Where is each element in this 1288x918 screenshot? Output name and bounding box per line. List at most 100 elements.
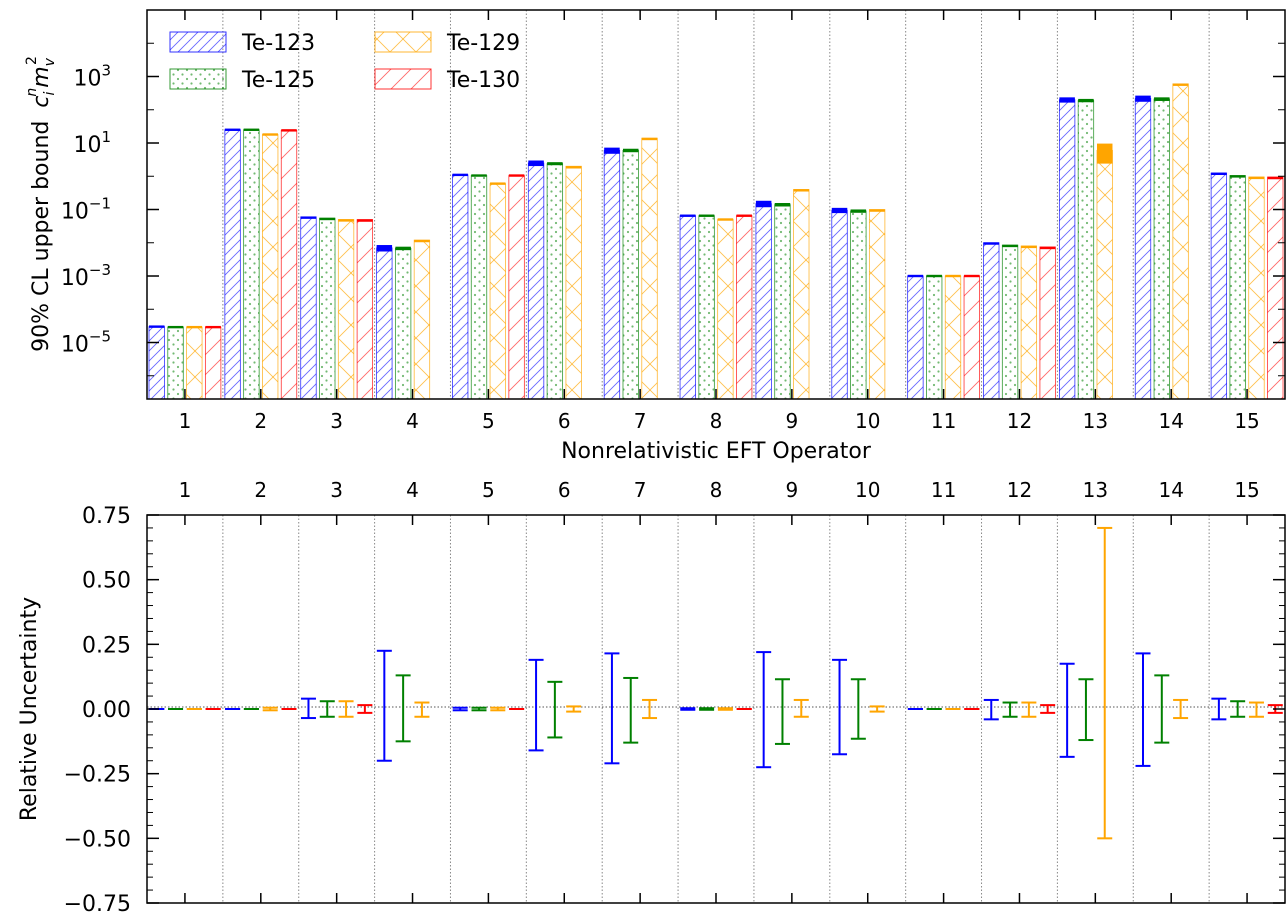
y-tick-label: 103 xyxy=(73,62,111,92)
error-bar-te-123 xyxy=(1059,662,1075,758)
error-bar-te-123 xyxy=(1135,652,1151,767)
bar-uncertainty-band-te-125 xyxy=(698,214,715,217)
x-tick-label: 8 xyxy=(710,478,723,502)
bar-te-129 xyxy=(1172,83,1189,400)
bar-uncertainty-band-te-125 xyxy=(1078,98,1094,103)
x-tick-label: 11 xyxy=(931,478,956,502)
y-tick-label-exponent: −1 xyxy=(89,195,111,213)
y-tick-label: 0.75 xyxy=(82,504,131,529)
x-tick-label: 13 xyxy=(1083,409,1108,433)
bar-uncertainty-band-te-129 xyxy=(641,137,658,141)
bar-te-123 xyxy=(907,275,924,400)
error-bar-te-125 xyxy=(319,700,335,718)
bar-uncertainty-band-te-125 xyxy=(319,217,336,221)
error-bar-te-125 xyxy=(1230,700,1246,718)
y-tick-label-mantissa: 10 xyxy=(73,67,101,92)
bar-te-130 xyxy=(280,129,298,400)
y-tick-label-mantissa: 10 xyxy=(61,200,89,225)
bar-te-123 xyxy=(679,215,696,400)
bar-te-129 xyxy=(944,275,962,400)
legend-swatch-te-130 xyxy=(374,68,432,90)
error-bar-te-123 xyxy=(528,658,544,752)
bar-uncertainty-band-te-130 xyxy=(205,325,221,329)
x-tick-label: 5 xyxy=(482,409,495,433)
x-tick-label: 12 xyxy=(1007,478,1032,502)
error-bar-te-129 xyxy=(414,701,430,718)
bar-uncertainty-band-te-123 xyxy=(300,216,317,219)
y-tick-label: 101 xyxy=(73,128,111,158)
bar-uncertainty-band-te-129 xyxy=(1248,176,1265,180)
ylabel-c: c xyxy=(29,96,54,108)
legend-swatch-te-129 xyxy=(374,31,432,53)
bar-uncertainty-band-te-123 xyxy=(148,325,165,328)
bar-te-130 xyxy=(356,219,374,400)
bar-te-125 xyxy=(167,326,184,400)
bar-te-129 xyxy=(565,165,582,400)
x-tick-label: 6 xyxy=(558,409,571,433)
x-tick-label: 9 xyxy=(785,478,798,502)
y-tick-label-exponent: 3 xyxy=(101,62,111,80)
x-tick-label: 4 xyxy=(406,478,419,502)
x-tick-label: 10 xyxy=(855,409,880,433)
bar-uncertainty-band-te-125 xyxy=(1154,97,1170,101)
legend: Te-123 Te-125 Te-129 Te-130 xyxy=(169,31,520,93)
bar-te-129 xyxy=(337,219,355,400)
bar-uncertainty-band-te-125 xyxy=(622,148,639,153)
error-bar-te-125 xyxy=(1002,701,1018,718)
error-bar-te-125 xyxy=(395,674,411,743)
error-bar-te-123 xyxy=(832,658,848,756)
x-tick-label: 11 xyxy=(931,409,956,433)
error-bar-te-129 xyxy=(793,698,809,718)
error-bar-te-125 xyxy=(850,678,866,740)
bar-te-123 xyxy=(148,326,165,400)
error-bar-te-129 xyxy=(1173,698,1189,720)
bar-uncertainty-band-te-123 xyxy=(755,200,772,208)
bar-uncertainty-band-te-125 xyxy=(1002,244,1018,248)
bar-te-129 xyxy=(717,219,734,400)
bar-te-125 xyxy=(1001,244,1019,400)
y-tick-label: −0.75 xyxy=(64,892,131,914)
x-tick-label: 13 xyxy=(1083,478,1108,502)
x-tick-label: 7 xyxy=(634,478,647,502)
legend-swatch-te-125 xyxy=(169,68,227,90)
error-bar-te-125 xyxy=(1078,678,1094,742)
legend-label-te-130: Te-130 xyxy=(446,68,520,93)
bar-te-129 xyxy=(868,209,886,400)
bottom-y-axis-label: Relative Uncertainty xyxy=(17,597,42,821)
y-tick-label: 0.50 xyxy=(82,569,131,594)
bar-uncertainty-band-te-123 xyxy=(224,128,241,131)
bar-te-125 xyxy=(470,175,488,400)
bar-te-130 xyxy=(736,215,753,400)
bar-te-123 xyxy=(300,216,317,400)
bottom-category-dividers xyxy=(222,515,1210,903)
bottom-y-axis-ticks: 0.75 0.50 0.25 0.00 −0.25 −0.50 −0.75 xyxy=(64,504,1285,917)
bar-uncertainty-band-te-129 xyxy=(186,325,203,329)
y-tick-label: 10−1 xyxy=(61,195,111,225)
y-tick-label-mantissa: 10 xyxy=(61,266,89,291)
ylabel-c-sub: i xyxy=(42,92,58,96)
bottom-x-axis-ticks: 1 2 3 4 5 6 7 8 9 10 11 12 13 14 15 xyxy=(179,478,1260,903)
x-tick-label: 15 xyxy=(1234,409,1259,433)
bar-uncertainty-band-te-130 xyxy=(964,274,980,278)
bar-uncertainty-band-te-129 xyxy=(490,182,506,185)
bar-te-129 xyxy=(489,183,506,400)
error-bar-te-129 xyxy=(262,706,278,712)
error-bar-te-123 xyxy=(680,707,696,711)
x-tick-label: 10 xyxy=(855,478,880,502)
x-tick-label: 4 xyxy=(406,409,419,433)
bar-uncertainty-band-te-129 xyxy=(262,133,278,136)
bar-te-125 xyxy=(243,129,260,400)
error-bar-te-125 xyxy=(471,706,487,712)
top-y-axis-label: 90% CL upper bound cinmv2 xyxy=(24,56,58,352)
error-bar-te-129 xyxy=(1097,526,1113,840)
y-tick-label: −0.50 xyxy=(64,827,131,852)
bar-uncertainty-band-te-130 xyxy=(736,214,752,217)
bar-te-130 xyxy=(963,275,980,400)
bar-uncertainty-band-te-130 xyxy=(1267,176,1284,180)
error-bar-te-129 xyxy=(490,706,506,712)
bar-uncertainty-band-te-125 xyxy=(850,209,867,213)
error-bar-te-130 xyxy=(357,704,373,714)
bar-te-125 xyxy=(319,217,336,400)
top-x-axis-label: Nonrelativistic EFT Operator xyxy=(561,439,872,464)
